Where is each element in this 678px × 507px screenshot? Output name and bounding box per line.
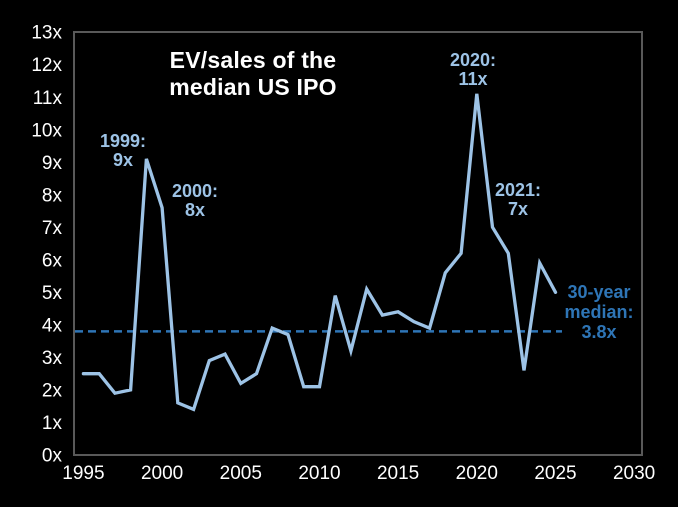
annotation-line: 9x	[112, 150, 134, 170]
annotation-2020-peak: 2020: 11x	[450, 51, 496, 89]
x-tick-label: 2005	[220, 463, 262, 484]
annotation-line: 3.8x	[581, 322, 617, 342]
y-tick-label: 4x	[42, 315, 63, 336]
y-tick-label: 8x	[42, 185, 63, 206]
annotation-line: 2021:	[494, 180, 542, 200]
annotation-line: 7x	[507, 199, 529, 219]
y-tick-label: 9x	[42, 153, 63, 174]
y-tick-label: 12x	[31, 55, 62, 76]
y-tick-label: 0x	[42, 446, 63, 467]
annotation-line: 2000:	[171, 181, 219, 201]
y-tick-label: 6x	[42, 250, 63, 271]
y-tick-label: 1x	[42, 413, 63, 434]
annotation-2021: 2021: 7x	[495, 181, 541, 219]
x-tick-label: 2025	[534, 463, 576, 484]
y-tick-label: 5x	[42, 283, 63, 304]
annotation-line: median:	[564, 302, 634, 322]
x-tick-label: 2010	[298, 463, 340, 484]
y-tick-label: 13x	[31, 23, 62, 44]
annotation-line: 2020:	[449, 50, 497, 70]
annotation-line: 30-year	[567, 282, 631, 302]
y-tick-label: 3x	[42, 348, 63, 369]
x-tick-label: 1995	[62, 463, 104, 484]
y-tick-label: 11x	[33, 88, 63, 109]
annotation-1999-peak: 1999: 9x	[100, 132, 146, 170]
x-tick-label: 2015	[377, 463, 419, 484]
y-tick-label: 7x	[42, 218, 63, 239]
x-tick-label: 2000	[141, 463, 183, 484]
annotation-line: 1999:	[99, 131, 147, 151]
y-tick-label: 2x	[42, 381, 63, 402]
annotation-line: 8x	[184, 200, 206, 220]
annotation-30-year-median: 30-year median: 3.8x	[564, 282, 633, 342]
plot-border	[73, 31, 643, 456]
chart-title-line: median US IPO	[169, 74, 337, 100]
y-tick-label: 10x	[31, 120, 62, 141]
chart-title: EV/sales of the median US IPO	[169, 47, 336, 101]
chart-title-line: EV/sales of the	[169, 47, 337, 73]
x-tick-label: 2020	[456, 463, 498, 484]
x-tick-label: 2030	[613, 463, 655, 484]
annotation-2000: 2000: 8x	[172, 182, 218, 220]
annotation-line: 11x	[458, 69, 488, 89]
ev-sales-series-line	[81, 93, 558, 412]
